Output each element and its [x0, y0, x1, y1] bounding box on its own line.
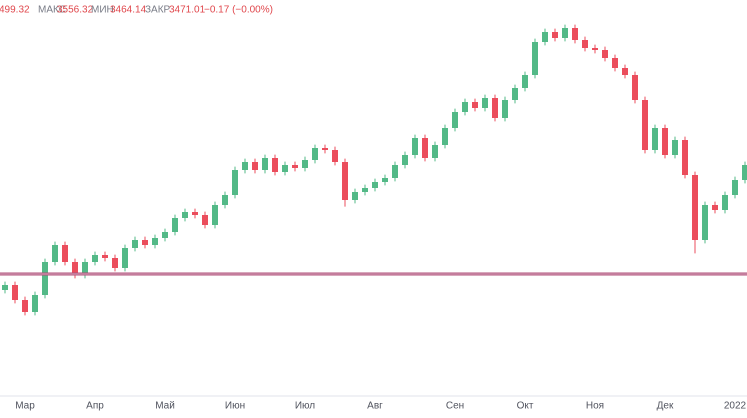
candle-body [392, 165, 398, 178]
candle-body [322, 148, 328, 150]
candle-body [532, 42, 538, 75]
candle-body [22, 300, 28, 312]
x-tick-label: Ноя [586, 401, 604, 412]
candle-body [332, 150, 338, 162]
candle-body [132, 240, 138, 248]
candle-body [722, 195, 728, 210]
candle-body [62, 245, 68, 262]
candle-body [732, 180, 738, 195]
candle-body [362, 188, 368, 192]
candle-body [12, 285, 18, 300]
close-label: ЗАКР [145, 5, 171, 16]
candle-body [522, 75, 528, 88]
candle-body [442, 128, 448, 145]
candle-body [342, 162, 348, 200]
candle-body [742, 165, 747, 180]
candle-body [52, 245, 58, 262]
x-tick-label: Июн [225, 401, 245, 412]
candle-body [502, 100, 508, 118]
candle-body [462, 102, 468, 112]
candle-body [542, 32, 548, 42]
candle-body [512, 88, 518, 100]
candle-body [252, 162, 258, 170]
candle-body [592, 48, 598, 50]
candle-body [422, 138, 428, 158]
candle-body [432, 145, 438, 158]
candle-body [652, 128, 658, 150]
change-value: −0.17 (−0.00%) [204, 5, 273, 16]
candle-body [452, 112, 458, 128]
candle-body [312, 148, 318, 160]
candle-body [602, 50, 608, 58]
candle-body [632, 75, 638, 100]
candle-body [552, 32, 558, 38]
candle-body [72, 262, 78, 275]
candle-body [562, 28, 568, 38]
plot-area [0, 24, 747, 316]
candle-body [272, 158, 278, 172]
candle-body [582, 40, 588, 48]
candle-body [302, 160, 308, 168]
candle-body [2, 285, 8, 290]
candle-body [472, 102, 478, 108]
x-tick-label: Авг [367, 401, 383, 412]
high-label: МАКС [38, 5, 66, 16]
candle-body [142, 240, 148, 245]
x-tick-label: Июл [295, 401, 315, 412]
candle-body [82, 262, 88, 275]
candle-body [232, 170, 238, 195]
candle-body [642, 100, 648, 150]
candle-body [192, 212, 198, 215]
candle-body [612, 58, 618, 68]
open-value: 499.32 [0, 5, 30, 16]
candle-body [352, 192, 358, 200]
high-value: 3556.32 [57, 5, 94, 16]
x-tick-label: Май [155, 401, 175, 412]
candle-body [92, 255, 98, 262]
candle-body [492, 98, 498, 118]
candle-body [32, 295, 38, 312]
candle-body [152, 238, 158, 245]
x-tick-label: Дек [657, 401, 674, 412]
candle-body [222, 195, 228, 205]
x-tick-label: Сен [446, 401, 464, 412]
candle-body [372, 182, 378, 188]
candle-body [622, 68, 628, 75]
candle-body [702, 205, 708, 240]
candle-body [292, 165, 298, 168]
candle-body [282, 165, 288, 172]
candle-body [42, 262, 48, 295]
candle-body [112, 258, 118, 268]
candle-body [682, 140, 688, 175]
ohlc-header: 499.32 МАКС 3556.32 МИН 3464.14 ЗАКР 347… [0, 5, 273, 16]
candle-body [262, 158, 268, 170]
candle-body [212, 205, 218, 225]
candle-body [572, 28, 578, 40]
candle-body [122, 248, 128, 268]
candle-body [202, 215, 208, 225]
candle-body [172, 218, 178, 232]
x-tick-label: 2022 [724, 401, 747, 412]
candle-body [412, 138, 418, 155]
candle-body [102, 255, 108, 258]
candle-body [162, 232, 168, 238]
candle-body [402, 155, 408, 165]
low-label: МИН [91, 5, 114, 16]
x-tick-label: Мар [15, 401, 35, 412]
candle-body [662, 128, 668, 155]
candle-body [712, 205, 718, 210]
candle-body [692, 175, 698, 240]
close-value: 3471.01 [169, 5, 206, 16]
low-value: 3464.14 [110, 5, 147, 16]
candle-body [182, 212, 188, 218]
candle-body [672, 140, 678, 155]
candle-body [382, 178, 388, 182]
candle-body [482, 98, 488, 108]
candle-body [242, 162, 248, 170]
x-tick-label: Окт [517, 401, 534, 412]
x-tick-label: Апр [86, 401, 104, 412]
